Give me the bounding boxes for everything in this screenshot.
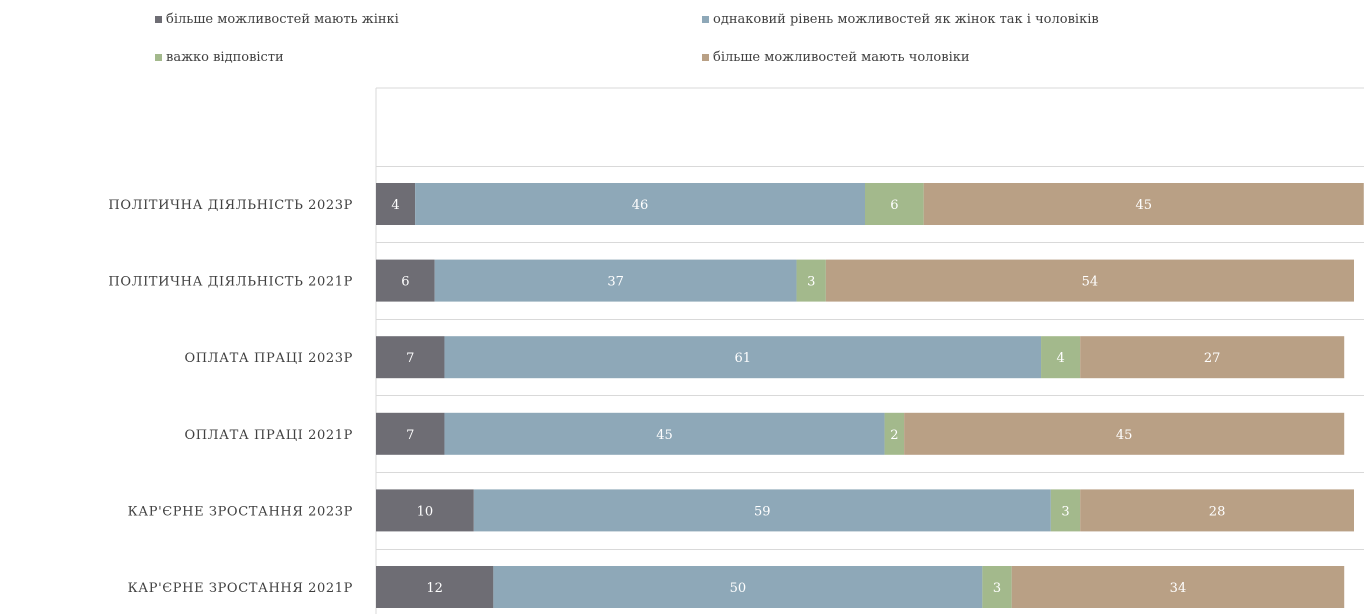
bar-segment (796, 259, 826, 302)
bar-segment (376, 489, 474, 532)
legend-item: більше можливостей мають чоловіки (702, 50, 970, 65)
data-label: 7 (406, 351, 414, 366)
category-label: ПОЛІТИЧНА ДІЯЛЬНІСТЬ 2023Р (108, 198, 353, 213)
data-label: 45 (656, 428, 673, 443)
data-label: 6 (890, 198, 898, 213)
data-label: 2 (890, 428, 898, 443)
bar-segment (1050, 489, 1081, 532)
data-label: 4 (391, 198, 399, 213)
data-label: 45 (1135, 198, 1152, 213)
category-label: ОПЛАТА ПРАЦІ 2021Р (184, 428, 353, 443)
bar-segment (415, 183, 865, 225)
data-label: 10 (417, 504, 434, 519)
data-label: 61 (734, 351, 751, 366)
data-label: 50 (730, 581, 747, 596)
bar-segment (376, 412, 445, 455)
bar-segment (473, 489, 1051, 532)
legend-item: однаковий рівень можливостей як жінок та… (702, 12, 1099, 27)
bar-segment (376, 259, 435, 302)
bar-segment (982, 566, 1012, 608)
data-label: 28 (1209, 504, 1226, 519)
category-label: ПОЛІТИЧНА ДІЯЛЬНІСТЬ 2021Р (108, 275, 353, 290)
bar-segment (1041, 336, 1081, 379)
data-label: 12 (426, 581, 443, 596)
bar-segment (376, 566, 494, 608)
chart-legend: більше можливостей мають жінкі однаковий … (0, 0, 1364, 80)
data-label: 3 (807, 275, 815, 290)
data-label: 27 (1204, 351, 1221, 366)
legend-swatch (155, 16, 162, 23)
legend-label: важко відповісти (166, 50, 284, 65)
bar-segment (884, 412, 905, 455)
bar-segment (434, 259, 797, 302)
category-label: ОПЛАТА ПРАЦІ 2023Р (184, 351, 353, 366)
legend-item: важко відповісти (155, 50, 284, 65)
bar-segment (493, 566, 983, 608)
legend-item: більше можливостей мають жінкі (155, 12, 399, 27)
bar-segment (923, 183, 1364, 225)
bar-segment (1080, 489, 1354, 532)
bar-segment (904, 412, 1345, 455)
data-label: 37 (607, 275, 624, 290)
data-label: 4 (1056, 351, 1064, 366)
bar-segment (1080, 336, 1345, 379)
legend-label: більше можливостей мають чоловіки (713, 50, 970, 65)
data-label: 46 (632, 198, 649, 213)
bar-segment (1011, 566, 1345, 608)
legend-swatch (702, 54, 709, 61)
legend-swatch (702, 16, 709, 23)
data-label: 59 (754, 504, 771, 519)
legend-label: більше можливостей мають жінкі (166, 12, 399, 27)
legend-label: однаковий рівень можливостей як жінок та… (713, 12, 1099, 27)
category-label: КАР'ЄРНЕ ЗРОСТАННЯ 2021Р (128, 581, 353, 596)
data-label: 45 (1116, 428, 1133, 443)
data-label: 34 (1170, 581, 1187, 596)
bar-segment (865, 183, 924, 225)
data-label: 3 (1061, 504, 1069, 519)
bar-segment (444, 412, 885, 455)
bar-segment (825, 259, 1354, 302)
data-label: 3 (993, 581, 1001, 596)
bar-segment (376, 336, 445, 379)
legend-swatch (155, 54, 162, 61)
category-label: КАР'ЄРНЕ ЗРОСТАННЯ 2023Р (128, 504, 353, 519)
data-label: 54 (1082, 275, 1099, 290)
bar-segment (376, 183, 416, 225)
data-label: 7 (406, 428, 414, 443)
data-label: 6 (401, 275, 409, 290)
bar-segment (444, 336, 1042, 379)
